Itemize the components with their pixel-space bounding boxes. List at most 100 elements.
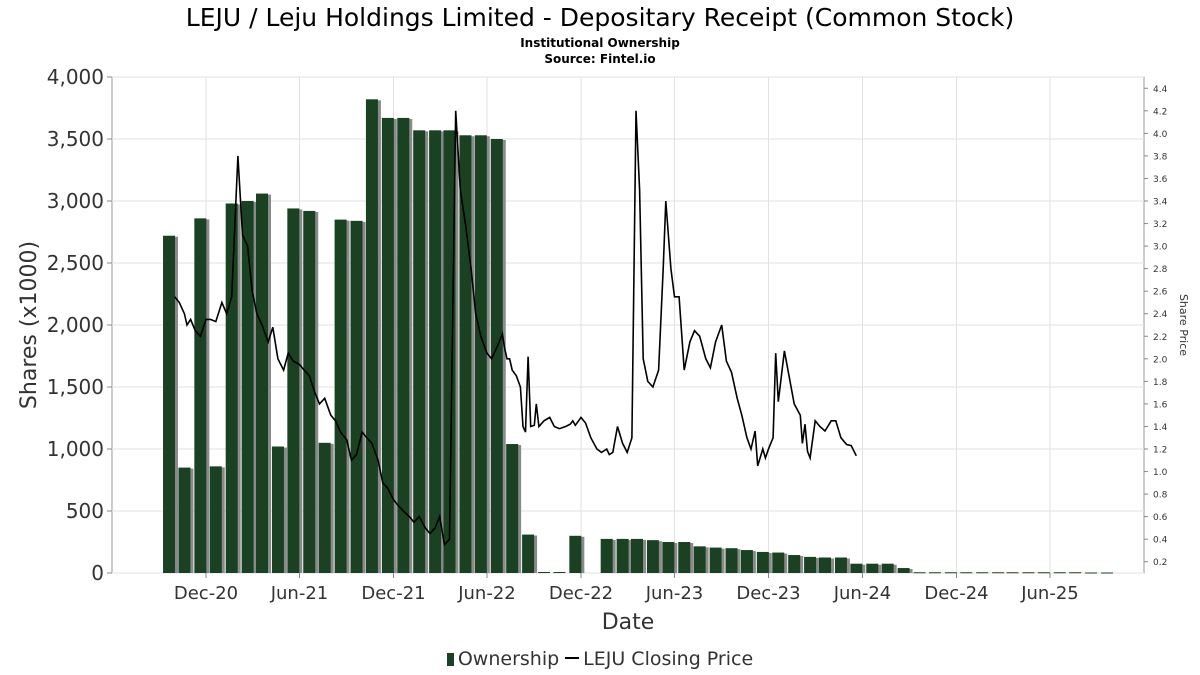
x-tick-label: Jun-23 (645, 583, 704, 604)
ownership-bar (600, 538, 613, 573)
y2-tick-label: 2.2 (1153, 333, 1167, 343)
ownership-bar (334, 219, 347, 573)
ownership-bar (1053, 572, 1066, 574)
ownership-bar (303, 210, 316, 574)
ownership-bar (553, 572, 566, 574)
ownership-bar (1022, 572, 1035, 574)
x-tick-label: Jun-22 (457, 583, 516, 604)
y2-tick-label: 0.4 (1153, 536, 1168, 546)
legend: Ownership LEJU Closing Price (0, 647, 1200, 671)
y2-tick-label: 3.2 (1153, 220, 1167, 230)
x-axis-title: Date (602, 610, 655, 635)
x-tick-label: Dec-22 (549, 583, 613, 604)
ownership-bar (834, 557, 847, 573)
y2-tick-label: 1.6 (1153, 400, 1168, 410)
y2-tick-label: 4.2 (1153, 107, 1167, 117)
x-tick-label: Jun-25 (1020, 583, 1079, 604)
x-tick-label: Jun-21 (270, 583, 329, 604)
ownership-bar (725, 548, 738, 573)
y-tick-label: 3,000 (47, 189, 104, 213)
y-tick-label: 2,000 (47, 313, 104, 337)
ownership-bar (209, 466, 222, 573)
y-tick-label: 1,500 (47, 375, 104, 399)
ownership-bar (1006, 572, 1019, 574)
x-tick-label: Dec-23 (736, 583, 800, 604)
ownership-bar (881, 563, 894, 573)
ownership-bar (443, 130, 456, 573)
ownership-bar (271, 446, 284, 573)
ownership-bar (928, 572, 941, 574)
ownership-bar (225, 203, 238, 574)
ownership-bar (1101, 572, 1114, 574)
ownership-bar (788, 555, 801, 573)
ownership-bar (992, 572, 1005, 574)
ownership-bar (866, 563, 879, 573)
ownership-bar (381, 117, 394, 574)
y-axis-title: Shares (x1000) (17, 241, 42, 409)
ownership-bar (630, 538, 643, 573)
y2-tick-label: 0.2 (1153, 558, 1167, 568)
y2-tick-label: 2.0 (1153, 355, 1168, 365)
legend-label-ownership: Ownership (457, 648, 560, 670)
price-line (174, 110, 858, 547)
ownership-bar (163, 235, 176, 573)
y2-tick-label: 1.2 (1153, 446, 1167, 456)
ownership-bar (709, 547, 722, 573)
ownership-bar (693, 546, 706, 573)
y2-tick-label: 1.4 (1153, 423, 1168, 433)
ownership-bar (772, 552, 785, 573)
chart-title: LEJU / Leju Holdings Limited - Depositar… (185, 3, 1015, 32)
y2-tick-label: 0.6 (1153, 513, 1168, 523)
ownership-bar (976, 572, 989, 574)
ownership-bar (897, 568, 910, 573)
ownership-bar (850, 563, 863, 573)
ownership-bar (522, 534, 535, 573)
ownership-bar (318, 442, 331, 573)
ownership-bar (194, 218, 207, 574)
legend-label-price: LEJU Closing Price (583, 648, 754, 670)
chart-subtitle: Institutional Ownership (520, 36, 680, 50)
y2-tick-label: 4.4 (1153, 85, 1168, 95)
y-tick-label: 500 (66, 499, 104, 523)
x-tick-label: Dec-20 (174, 583, 238, 604)
ownership-bar (365, 99, 378, 573)
y2-tick-label: 1.0 (1153, 468, 1168, 478)
y2-tick-label: 3.6 (1153, 175, 1168, 185)
ownership-bar (350, 220, 363, 573)
legend-swatch-price (565, 657, 580, 659)
ownership-bar (287, 208, 300, 573)
ownership-bar (646, 540, 659, 573)
x-tick-label: Dec-24 (924, 583, 988, 604)
ownership-bar (662, 542, 675, 573)
y-tick-label: 0 (91, 561, 104, 585)
chart-source: Source: Fintel.io (544, 52, 656, 66)
legend-swatch-ownership (446, 653, 454, 666)
ownership-bar (255, 193, 268, 573)
ownership-bar (413, 130, 426, 573)
y2-axis-title: Share Price (1177, 294, 1190, 356)
x-tick-label: Jun-24 (833, 583, 892, 604)
ownership-bar (740, 550, 753, 573)
ownership-bar (913, 572, 926, 574)
y-tick-label: 4,000 (47, 65, 104, 89)
ownership-bar (241, 201, 254, 573)
ownership-bar (616, 538, 629, 573)
ownership-bar (569, 535, 582, 573)
ownership-bar (960, 572, 973, 574)
ownership-bar (1037, 572, 1050, 574)
y2-tick-label: 3.8 (1153, 152, 1168, 162)
ownership-bar (756, 551, 769, 573)
ownership-bar (818, 557, 831, 573)
y2-tick-label: 1.8 (1153, 378, 1168, 388)
ownership-bar (538, 572, 551, 574)
ownership-bar (678, 542, 691, 573)
y2-tick-label: 2.8 (1153, 265, 1168, 275)
ownership-bar (804, 556, 817, 573)
y2-tick-label: 3.4 (1153, 198, 1168, 208)
y2-tick-label: 2.4 (1153, 310, 1168, 320)
ownership-bar (490, 139, 503, 573)
y-tick-label: 1,000 (47, 437, 104, 461)
ownership-bar (178, 467, 191, 573)
ownership-bar (397, 117, 410, 574)
